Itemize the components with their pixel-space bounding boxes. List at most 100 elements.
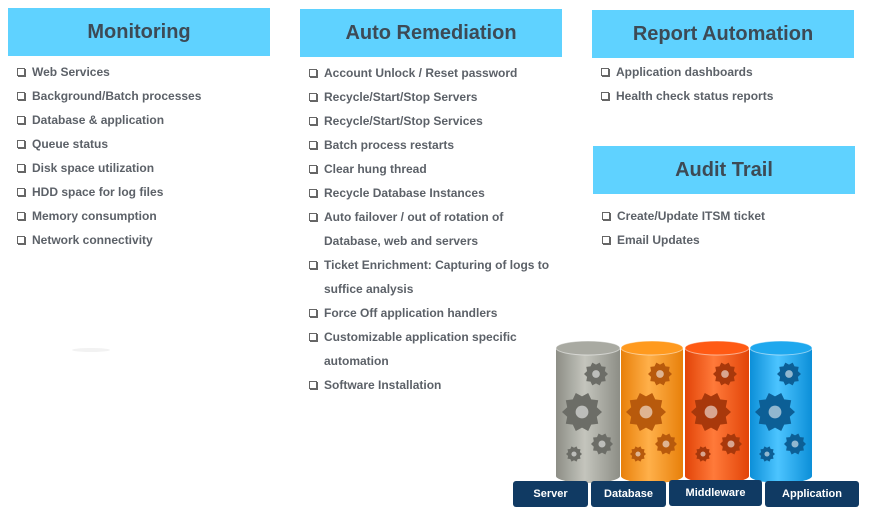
list-item: Disk space utilization bbox=[8, 156, 270, 180]
checkbox-bullet-icon bbox=[309, 333, 317, 341]
list-item: Software Installation bbox=[300, 373, 562, 397]
list-item-text: Ticket Enrichment: Capturing of logs to … bbox=[324, 258, 550, 296]
list-item-text: Background/Batch processes bbox=[32, 89, 202, 103]
audit-trail-header: Audit Trail bbox=[593, 146, 855, 194]
list-item: Health check status reports bbox=[592, 84, 854, 108]
list-item-text: Recycle/Start/Stop Servers bbox=[324, 90, 478, 104]
list-item-text: Memory consumption bbox=[32, 209, 157, 223]
gear-hub-icon bbox=[704, 405, 718, 419]
list-item-text: Customizable application specific automa… bbox=[324, 330, 517, 368]
gear-hub-icon bbox=[791, 440, 799, 448]
list-item-text: Software Installation bbox=[324, 378, 442, 392]
gear-hub-icon bbox=[727, 440, 735, 448]
server-cylinder bbox=[555, 340, 621, 483]
gear-hub-icon bbox=[656, 370, 664, 378]
list-item-text: Force Off application handlers bbox=[324, 306, 498, 320]
list-item-text: Batch process restarts bbox=[324, 138, 455, 152]
list-item: Memory consumption bbox=[8, 204, 270, 228]
checkbox-bullet-icon bbox=[601, 92, 609, 100]
list-item: Network connectivity bbox=[8, 228, 270, 252]
list-item-text: Health check status reports bbox=[616, 89, 774, 103]
auto-remediation-header: Auto Remediation bbox=[300, 9, 562, 57]
checkbox-bullet-icon bbox=[17, 212, 25, 220]
list-item: Force Off application handlers bbox=[300, 301, 562, 325]
monitoring-panel: Monitoring Web Services Background/Batch … bbox=[8, 8, 270, 252]
database-cylinder bbox=[620, 340, 684, 483]
technology-stack-illustration bbox=[555, 340, 813, 483]
gear-hub-icon bbox=[768, 405, 782, 419]
audit-trail-panel: Audit Trail Create/Update ITSM ticket Ema… bbox=[593, 146, 855, 252]
middleware-cylinder-top bbox=[684, 340, 750, 356]
decorative-smudge bbox=[72, 348, 110, 352]
list-item-text: Account Unlock / Reset password bbox=[324, 66, 518, 80]
list-item-text: Recycle/Start/Stop Services bbox=[324, 114, 483, 128]
checkbox-bullet-icon bbox=[17, 92, 25, 100]
list-item-text: Disk space utilization bbox=[32, 161, 155, 175]
gear-hub-icon bbox=[700, 451, 706, 457]
gear-hub-icon bbox=[592, 370, 600, 378]
gear-hub-icon bbox=[598, 440, 606, 448]
list-item: Create/Update ITSM ticket bbox=[593, 204, 855, 228]
list-item-text: Clear hung thread bbox=[324, 162, 427, 176]
list-item: Queue status bbox=[8, 132, 270, 156]
list-item: Background/Batch processes bbox=[8, 84, 270, 108]
checkbox-bullet-icon bbox=[309, 165, 317, 173]
gear-hub-icon bbox=[635, 451, 641, 457]
checkbox-bullet-icon bbox=[309, 117, 317, 125]
checkbox-bullet-icon bbox=[602, 212, 610, 220]
list-item: Recycle Database Instances bbox=[300, 181, 562, 205]
checkbox-bullet-icon bbox=[602, 236, 610, 244]
gear-hub-icon bbox=[721, 370, 729, 378]
monitoring-list: Web Services Background/Batch processes Da… bbox=[8, 60, 270, 252]
auto-remediation-list: Account Unlock / Reset password Recycle/S… bbox=[300, 61, 562, 397]
list-item: Clear hung thread bbox=[300, 157, 562, 181]
checkbox-bullet-icon bbox=[17, 236, 25, 244]
checkbox-bullet-icon bbox=[17, 116, 25, 124]
gear-hub-icon bbox=[785, 370, 793, 378]
list-item: Recycle/Start/Stop Services bbox=[300, 109, 562, 133]
monitoring-header: Monitoring bbox=[8, 8, 270, 56]
list-item: Ticket Enrichment: Capturing of logs to … bbox=[300, 253, 562, 301]
list-item: Recycle/Start/Stop Servers bbox=[300, 85, 562, 109]
auto-remediation-panel: Auto Remediation Account Unlock / Reset … bbox=[300, 9, 562, 397]
list-item-text: Create/Update ITSM ticket bbox=[617, 209, 766, 223]
checkbox-bullet-icon bbox=[309, 213, 317, 221]
list-item: Account Unlock / Reset password bbox=[300, 61, 562, 85]
audit-trail-list: Create/Update ITSM ticket Email Updates bbox=[593, 204, 855, 252]
server-cylinder-top bbox=[555, 340, 621, 356]
application-cylinder bbox=[749, 340, 813, 483]
list-item: Application dashboards bbox=[592, 60, 854, 84]
list-item-text: Recycle Database Instances bbox=[324, 186, 485, 200]
list-item: Batch process restarts bbox=[300, 133, 562, 157]
report-automation-list: Application dashboards Health check statu… bbox=[592, 60, 854, 108]
checkbox-bullet-icon bbox=[309, 69, 317, 77]
checkbox-bullet-icon bbox=[309, 381, 317, 389]
checkbox-bullet-icon bbox=[17, 68, 25, 76]
checkbox-bullet-icon bbox=[309, 189, 317, 197]
list-item: Auto failover / out of rotation of Datab… bbox=[300, 205, 562, 253]
database-cylinder-top bbox=[620, 340, 684, 356]
checkbox-bullet-icon bbox=[17, 140, 25, 148]
list-item-text: Application dashboards bbox=[616, 65, 753, 79]
list-item-text: Queue status bbox=[32, 137, 109, 151]
report-automation-header: Report Automation bbox=[592, 10, 854, 58]
list-item-text: Web Services bbox=[32, 65, 110, 79]
application-cylinder-top bbox=[749, 340, 813, 356]
application-label: Application bbox=[765, 481, 859, 507]
list-item-text: Auto failover / out of rotation of Datab… bbox=[324, 210, 504, 248]
checkbox-bullet-icon bbox=[309, 261, 317, 269]
list-item: HDD space for log files bbox=[8, 180, 270, 204]
checkbox-bullet-icon bbox=[309, 141, 317, 149]
gear-hub-icon bbox=[662, 440, 670, 448]
checkbox-bullet-icon bbox=[309, 309, 317, 317]
report-automation-panel: Report Automation Application dashboards… bbox=[592, 10, 854, 108]
checkbox-bullet-icon bbox=[309, 93, 317, 101]
list-item-text: HDD space for log files bbox=[32, 185, 164, 199]
list-item: Web Services bbox=[8, 60, 270, 84]
gear-hub-icon bbox=[571, 451, 577, 457]
list-item: Email Updates bbox=[593, 228, 855, 252]
list-item-text: Database & application bbox=[32, 113, 165, 127]
list-item-text: Network connectivity bbox=[32, 233, 153, 247]
gear-hub-icon bbox=[764, 451, 770, 457]
gear-hub-icon bbox=[639, 405, 653, 419]
